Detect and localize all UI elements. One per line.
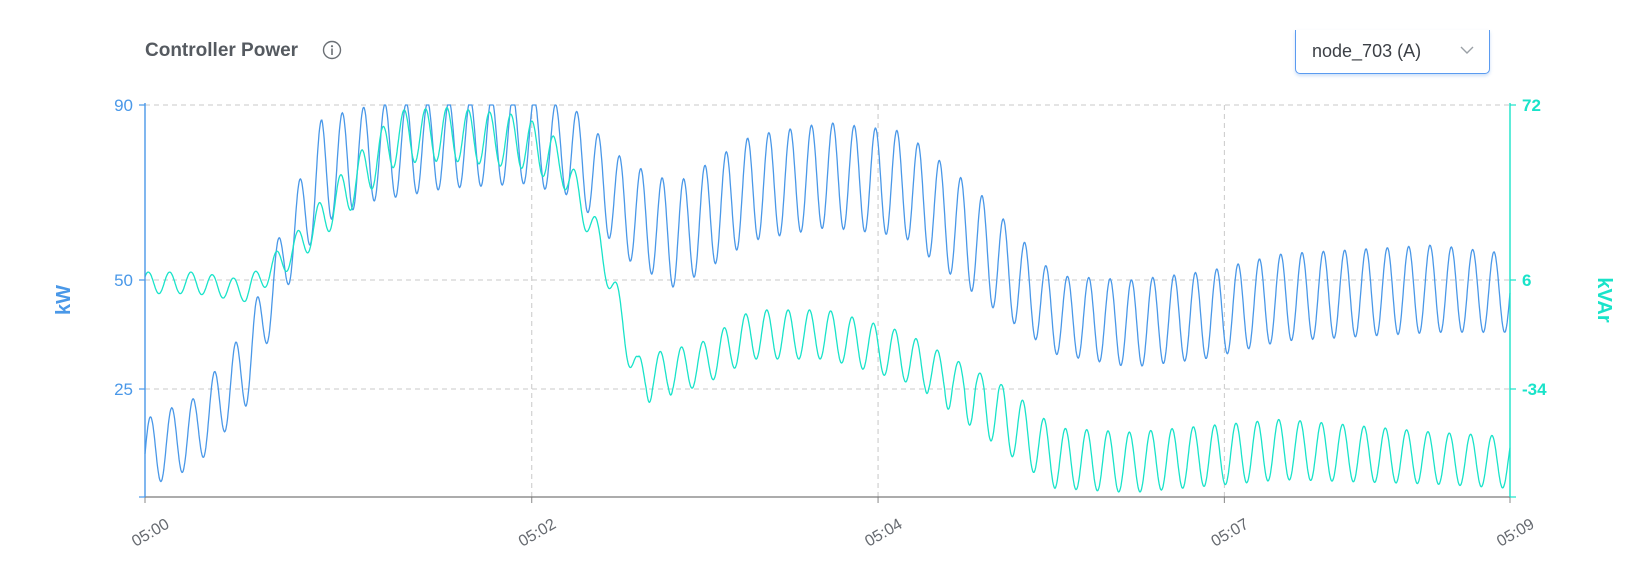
chevron-down-icon [1460, 46, 1474, 54]
chart-title: Controller Power [145, 40, 299, 61]
x-tick-label: 05:02 [516, 516, 559, 551]
y-right-tick-label: -34 [1522, 380, 1547, 399]
series-line-kw [144, 104, 1511, 483]
x-tick-label: 05:07 [1209, 516, 1252, 551]
series-layer [144, 104, 1511, 493]
info-circle-icon[interactable] [322, 40, 342, 60]
series-line-kvar [144, 106, 1511, 493]
node-select-value: node_703 (A) [1312, 41, 1422, 61]
grid-lines [145, 104, 1510, 497]
node-select-dropdown[interactable]: node_703 (A) [1295, 30, 1490, 74]
y-axis-left-title: kW [53, 285, 75, 315]
chart-header: Controller Power node_703 (A) [0, 0, 1651, 90]
y-right-tick-label: 6 [1522, 271, 1531, 290]
y-axis-right-title: kVAr [1593, 277, 1615, 322]
x-tick-label: 05:00 [129, 516, 172, 551]
x-tick-label: 05:09 [1494, 516, 1537, 551]
x-tick-label: 05:04 [862, 516, 905, 551]
y-right-tick-label: 72 [1522, 96, 1541, 115]
y-left-tick-label: 90 [114, 96, 133, 115]
y-left-tick-label: 25 [114, 380, 133, 399]
y-left-tick-label: 50 [114, 271, 133, 290]
axes: 05:00 05:02 05:04 05:07 05:09 25 50 90 -34 6 72 [114, 96, 1547, 550]
